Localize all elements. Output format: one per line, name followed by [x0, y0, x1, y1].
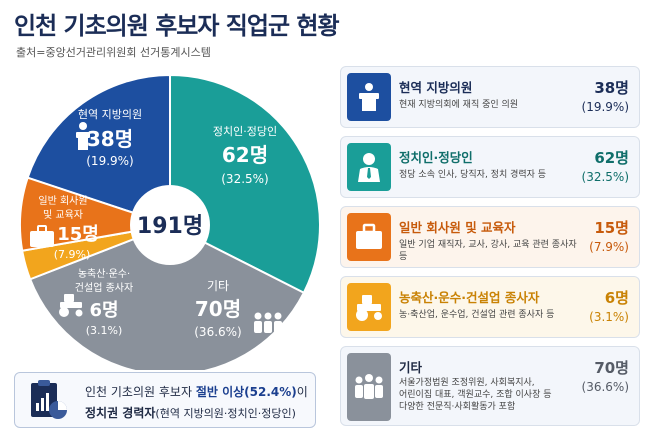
card-desc-line: 어린이집 대표, 객원교수, 조합 이사장 등 — [399, 390, 552, 400]
card-politician: 정치인·정당인 정당 소속 인사, 당직자, 정치 경력자 등 62명 (32.… — [340, 136, 640, 198]
slice-label-incumbent: 현역 지방의원 — [78, 108, 142, 121]
slice-count-office: 15명 — [57, 224, 99, 245]
callout-text: 이 — [296, 385, 308, 399]
briefcase-icon — [347, 213, 391, 261]
callout-line-2: 정치권 경력자(현역 지방의원·정치인·정당인) — [85, 404, 296, 421]
slice-label-office-2: 및 교육자 — [43, 209, 83, 221]
pie-center-hole — [130, 185, 210, 265]
card-pct: (19.9%) — [581, 100, 629, 114]
slice-label-office-1: 일반 회사원 — [38, 195, 87, 207]
card-count: 62명 — [594, 149, 629, 167]
slice-count-incumbent: 38명 — [87, 127, 133, 151]
card-count: 6명 — [604, 289, 629, 307]
card-name: 농축산·운수·건설업 종사자 — [399, 290, 540, 305]
card-pct: (7.9%) — [589, 240, 629, 254]
slice-label-politician: 정치인·정당인 — [213, 125, 277, 138]
card-desc-line: 다양한 전문직·사회활동가 포함 — [399, 402, 516, 412]
card-office: 일반 회사원 및 교육자 일반 기업 재직자, 교사, 강사, 교육 관련 종사… — [340, 206, 640, 268]
callout-highlight: 정치권 경력자 — [85, 406, 156, 420]
slice-pct-incumbent: (19.9%) — [86, 154, 133, 168]
card-etc: 기타 서울가정법원 조정위원, 사회복지사, 어린이집 대표, 객원교수, 조합… — [340, 346, 640, 426]
slice-office — [19, 176, 171, 252]
report-chart-icon — [31, 380, 67, 419]
card-count: 38명 — [594, 79, 629, 97]
slice-label-etc: 기타 — [207, 279, 229, 293]
callout-line-1: 인천 기초의원 후보자 절반 이상(52.4%)이 — [85, 383, 308, 400]
card-desc: 정당 소속 인사, 당직자, 정치 경력자 등 — [399, 170, 547, 180]
card-count: 70명 — [594, 359, 629, 377]
slice-count-agri: 6명 — [89, 300, 118, 321]
tractor-icon — [347, 283, 391, 331]
callout-highlight: 절반 이상(52.4%) — [195, 385, 297, 399]
people-icon — [347, 353, 391, 421]
card-name: 일반 회사원 및 교육자 — [399, 220, 516, 235]
tractor-icon — [59, 294, 83, 317]
card-desc: 현재 지방의회에 재직 중인 의원 — [399, 100, 519, 110]
businessman-icon — [347, 143, 391, 191]
slice-label-agri-1: 농축산·운수· — [78, 268, 130, 280]
callout-text: (현역 지방의원·정치인·정당인) — [155, 407, 296, 420]
people-icon — [254, 312, 282, 333]
slice-pct-politician: (32.5%) — [221, 172, 268, 186]
card-desc-line: 서울가정법원 조정위원, 사회복지사, — [399, 378, 535, 388]
card-count: 15명 — [594, 219, 629, 237]
summary-callout: 인천 기초의원 후보자 절반 이상(52.4%)이 정치권 경력자(현역 지방의… — [14, 372, 316, 428]
podium-icon — [347, 73, 391, 121]
briefcase-icon — [30, 225, 54, 247]
pie-center-total: 191명 — [137, 214, 203, 239]
slice-pct-office: (7.9%) — [54, 248, 91, 261]
podium-icon — [76, 122, 90, 150]
slice-label-agri-2: 건설업 종사자 — [75, 281, 133, 294]
pie-chart: 191명 현역 지방의원 38명 (19.9%) 정치인·정당인 62명 (32… — [19, 73, 321, 370]
slice-count-politician: 62명 — [222, 143, 268, 167]
callout-text: 인천 기초의원 후보자 — [85, 385, 196, 399]
slice-incumbent — [26, 73, 171, 227]
source-note: 출처=중앙선거관리위원회 선거통계시스템 — [16, 46, 211, 59]
card-agri: 농축산·운수·건설업 종사자 농·축산업, 운수업, 건설업 관련 종사자 등 … — [340, 276, 640, 338]
card-name: 정치인·정당인 — [399, 150, 473, 165]
slice-pct-etc: (36.6%) — [194, 325, 241, 339]
card-desc: 농·축산업, 운수업, 건설업 관련 종사자 등 — [399, 310, 555, 320]
card-name: 현역 지방의원 — [399, 80, 473, 95]
card-pct: (36.6%) — [581, 380, 629, 394]
card-pct: (3.1%) — [589, 310, 629, 324]
page-title: 인천 기초의원 후보자 직업군 현황 — [14, 12, 340, 40]
card-desc: 일반 기업 재직자, 교사, 강사, 교육 관련 종사자 등 — [399, 240, 577, 262]
card-desc-lines: 서울가정법원 조정위원, 사회복지사, 어린이집 대표, 객원교수, 조합 이사… — [399, 377, 579, 413]
card-incumbent: 현역 지방의원 현재 지방의회에 재직 중인 의원 38명 (19.9%) — [340, 66, 640, 128]
slice-pct-agri: (3.1%) — [86, 324, 123, 337]
slice-count-etc: 70명 — [195, 297, 241, 321]
card-pct: (32.5%) — [581, 170, 629, 184]
card-name: 기타 — [399, 360, 423, 375]
